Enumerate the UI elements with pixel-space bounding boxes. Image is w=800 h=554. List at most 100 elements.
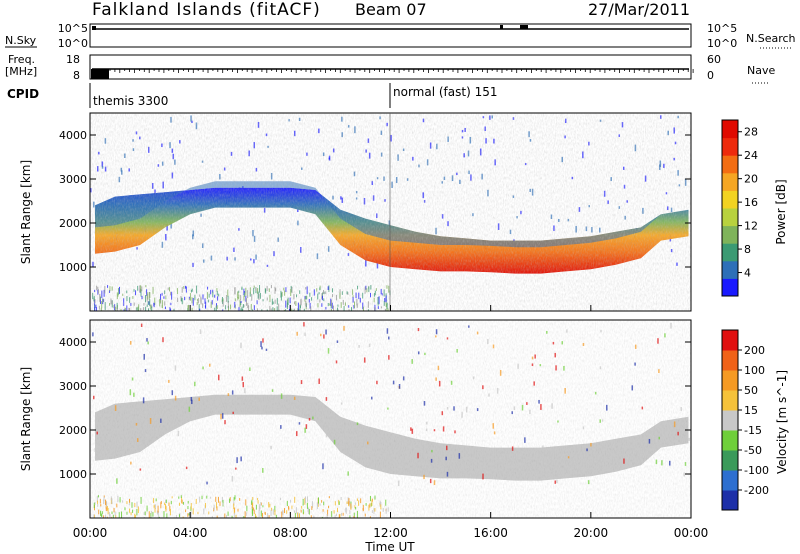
velocity-ground-echo xyxy=(134,502,136,508)
velocity-ground-echo xyxy=(253,507,255,511)
velocity-scatter-echo xyxy=(423,474,425,480)
velocity-scatter-echo xyxy=(425,421,428,425)
velocity-ground-echo xyxy=(136,508,138,516)
velocity-scatter-echo xyxy=(551,403,553,409)
velocity-ground-echo xyxy=(323,501,325,506)
velocity-colorbar-label: Velocity [m s^-1] xyxy=(775,370,789,474)
velocity-scatter-echo xyxy=(146,338,148,342)
velocity-ground-echo xyxy=(94,514,96,518)
velocity-scatter-echo xyxy=(492,423,494,429)
velocity-scatter-echo xyxy=(221,413,224,419)
velocity-ground-echo xyxy=(262,513,264,518)
velocity-scatter-echo xyxy=(461,411,463,418)
velocity-scatter-echo xyxy=(538,399,540,404)
velocity-ground-echo xyxy=(165,505,167,512)
velocity-scatter-echo xyxy=(96,431,98,435)
x-tick-label: 20:00 xyxy=(574,526,609,540)
cpid-segment-themis: themis 3300 xyxy=(93,94,168,108)
velocity-ground-echo xyxy=(362,507,364,511)
velocity-scatter-echo xyxy=(631,385,634,391)
velocity-ground-echo xyxy=(144,511,146,516)
velocity-ground-echo xyxy=(302,499,304,506)
velocity-colorbar-tick-label: 15 xyxy=(744,404,758,417)
velocity-colorbar-segment xyxy=(722,470,738,491)
velocity-ground-echo xyxy=(165,499,167,504)
velocity-ground-echo xyxy=(134,514,136,518)
velocity-scatter-echo xyxy=(261,346,263,350)
velocity-scatter-echo xyxy=(657,338,659,344)
velocity-scatter-echo xyxy=(325,434,328,438)
velocity-ground-echo xyxy=(313,515,315,518)
velocity-ground-echo xyxy=(338,501,340,505)
velocity-scatter-echo xyxy=(684,462,687,466)
velocity-scatter-echo xyxy=(129,340,132,345)
velocity-ground-echo xyxy=(295,507,297,514)
velocity-scatter-echo xyxy=(623,458,625,464)
velocity-ground-echo xyxy=(152,511,154,517)
velocity-ground-echo xyxy=(98,509,100,515)
velocity-ground-echo xyxy=(331,511,333,517)
velocity-ground-echo xyxy=(203,508,205,515)
velocity-scatter-echo xyxy=(232,411,234,415)
velocity-ground-echo xyxy=(255,515,257,518)
velocity-ground-echo xyxy=(111,498,113,504)
velocity-scatter-echo xyxy=(476,331,479,335)
velocity-scatter-echo xyxy=(590,442,592,447)
velocity-ground-echo xyxy=(97,500,99,504)
velocity-scatter-echo xyxy=(402,376,405,381)
velocity-scatter-echo xyxy=(539,364,542,367)
velocity-ground-echo xyxy=(117,495,119,503)
nsearch-label: N.Search xyxy=(746,32,796,45)
velocity-ground-echo xyxy=(226,514,228,518)
velocity-ground-echo xyxy=(106,505,108,511)
velocity-ground-echo xyxy=(349,515,351,518)
velocity-scatter-echo xyxy=(683,472,685,477)
velocity-scatter-echo xyxy=(664,333,666,338)
velocity-scatter-echo xyxy=(505,460,507,464)
velocity-scatter-echo xyxy=(531,356,534,360)
velocity-ground-echo xyxy=(190,511,192,518)
velocity-scatter-echo xyxy=(388,355,390,360)
power-colorbar-segment xyxy=(722,155,738,174)
velocity-ground-echo xyxy=(227,511,229,516)
velocity-scatter-echo xyxy=(563,365,565,371)
velocity-ground-echo xyxy=(334,514,336,518)
velocity-ground-echo xyxy=(310,515,312,518)
velocity-scatter-echo xyxy=(680,406,682,411)
velocity-scatter-echo xyxy=(482,473,484,480)
velocity-ground-echo xyxy=(304,496,306,504)
velocity-ground-echo xyxy=(258,504,260,511)
velocity-ground-echo xyxy=(143,512,145,516)
velocity-ground-echo xyxy=(256,497,258,501)
velocity-scatter-echo xyxy=(177,430,180,437)
velocity-ground-echo xyxy=(293,510,295,513)
velocity-ground-echo xyxy=(368,504,370,511)
velocity-ground-echo xyxy=(112,514,114,518)
velocity-colorbar-tick-label: 100 xyxy=(744,364,765,377)
velocity-scatter-echo xyxy=(220,413,222,420)
velocity-scatter-echo xyxy=(92,332,94,337)
velocity-ground-echo xyxy=(347,497,349,505)
velocity-ground-echo xyxy=(137,506,139,514)
velocity-ground-echo xyxy=(105,507,107,512)
velocity-scatter-echo xyxy=(496,387,499,394)
velocity-scatter-echo xyxy=(557,420,559,423)
velocity-scatter-echo xyxy=(450,380,453,385)
velocity-ground-echo xyxy=(156,510,158,515)
power-ytick-label: 3000 xyxy=(59,173,87,186)
velocity-ground-echo xyxy=(317,502,319,507)
velocity-scatter-echo xyxy=(387,407,389,410)
velocity-scatter-echo xyxy=(130,461,132,465)
velocity-scatter-echo xyxy=(209,363,211,367)
velocity-scatter-echo xyxy=(296,431,298,437)
nave-label: Nave xyxy=(747,64,775,77)
velocity-ground-echo xyxy=(259,506,261,510)
velocity-scatter-echo xyxy=(446,471,449,477)
nsky-label: N.Sky xyxy=(5,34,37,47)
velocity-ground-echo xyxy=(334,501,336,506)
velocity-ground-echo xyxy=(97,503,99,507)
velocity-scatter-echo xyxy=(368,343,371,348)
velocity-scatter-echo xyxy=(673,421,676,428)
velocity-scatter-echo xyxy=(392,380,395,385)
velocity-colorbar-tick-label: 50 xyxy=(744,384,758,397)
